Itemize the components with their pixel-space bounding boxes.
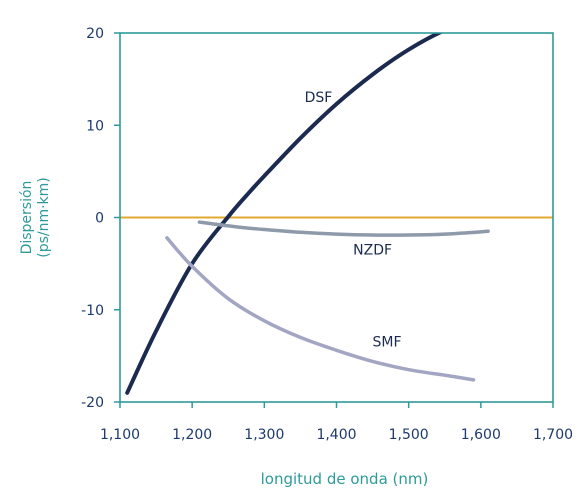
x-tick-label: 1,400 xyxy=(316,427,356,443)
x-tick-label: 1,600 xyxy=(461,427,501,443)
series-line-smf xyxy=(165,236,476,382)
labels: DSF NZDF SMF xyxy=(305,90,402,350)
x-tick-label: 1,300 xyxy=(244,427,284,443)
y-tick-label: 0 xyxy=(95,211,104,227)
y-tick-label: -20 xyxy=(81,395,104,411)
series-lines xyxy=(120,33,553,395)
y-tick-label: 10 xyxy=(86,118,104,134)
x-tick-label: 1,500 xyxy=(389,427,429,443)
x-tick-label: 1,700 xyxy=(533,427,573,443)
series-label-nzdf: NZDF xyxy=(353,242,392,258)
y-axis-title-line1: Dispersión xyxy=(19,181,35,255)
y-axis-title-line2: (ps/nm·km) xyxy=(36,177,52,258)
axes: 1,100 1,200 1,300 1,400 1,500 1,600 1,700 20 10 0… xyxy=(19,26,573,488)
y-tick-label: 20 xyxy=(86,26,104,42)
y-axis-title: Dispersión(ps/nm·km) xyxy=(19,177,52,258)
y-tick-label: -10 xyxy=(81,303,104,319)
x-tick-label: 1,100 xyxy=(100,427,140,443)
x-tick-label: 1,200 xyxy=(172,427,212,443)
series-label-smf: SMF xyxy=(373,335,402,351)
series-line-nzdf xyxy=(197,220,490,237)
x-axis-title: longitud de onda (nm) xyxy=(261,470,429,488)
series-line-dsf xyxy=(125,33,444,395)
series-label-dsf: DSF xyxy=(305,90,333,106)
